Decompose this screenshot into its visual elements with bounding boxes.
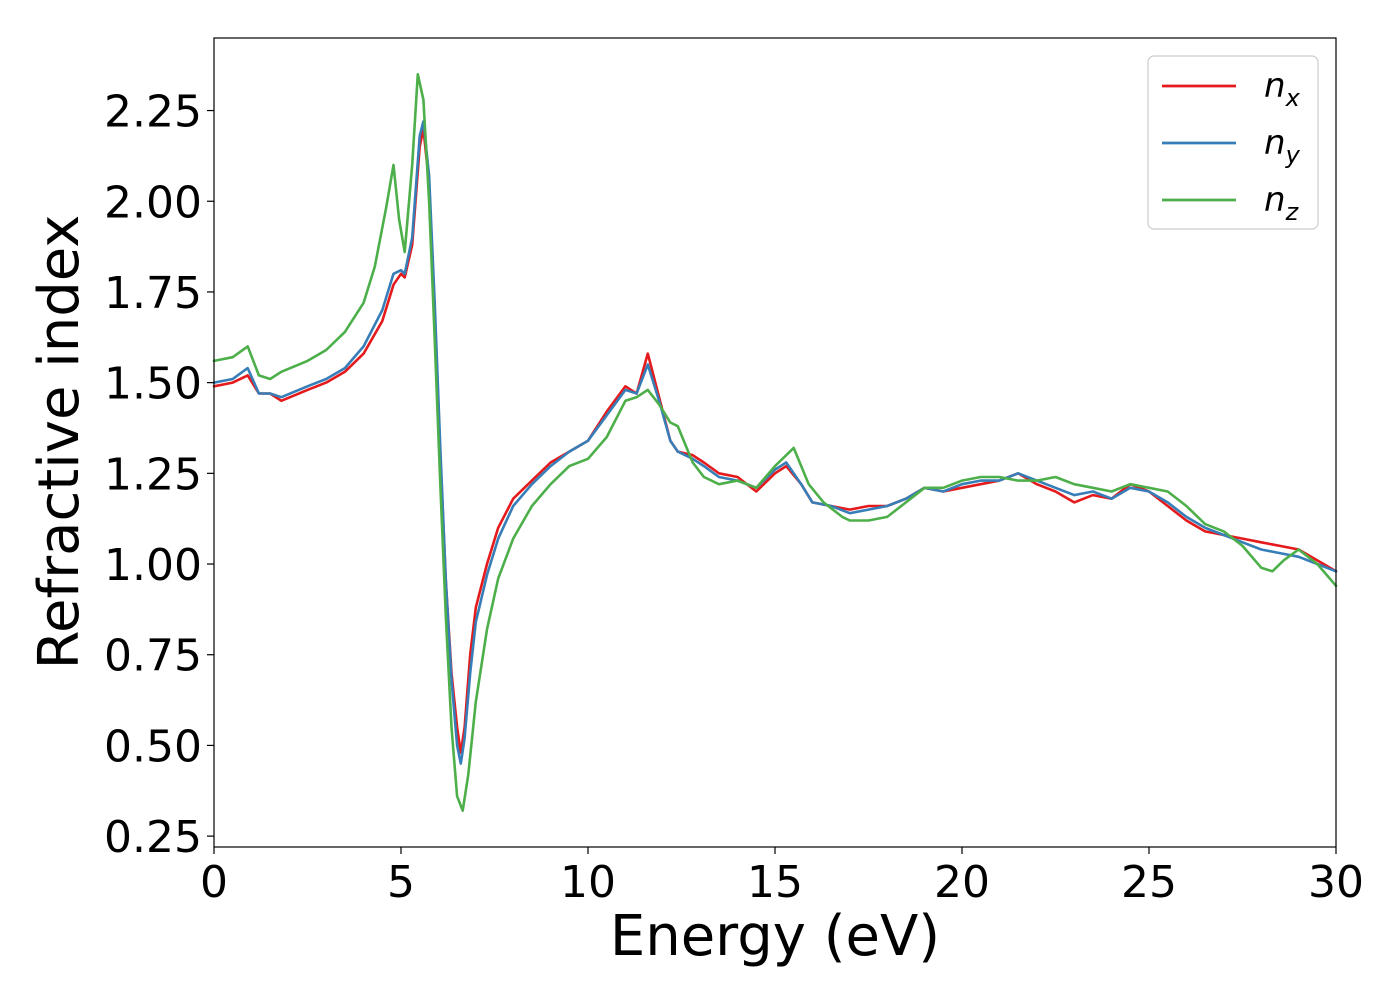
x-tick-label: 10 [560,857,616,908]
legend-label-base: n [1264,180,1286,220]
y-tick-label: 1.25 [104,449,202,500]
y-tick-label: 0.25 [104,812,202,863]
legend-label-y: ny [1264,123,1301,169]
y-tick-label: 2.00 [104,177,202,228]
legend-label-base: n [1264,123,1286,163]
y-tick-label: 0.50 [104,721,202,772]
x-tick-label: 25 [1121,857,1177,908]
legend-label-base: n [1264,66,1286,106]
y-tick-label: 1.00 [104,540,202,591]
y-tick-label: 1.50 [104,359,202,410]
x-axis-ticks: 0 5 10 15 20 25 30 [200,847,1364,908]
y-tick-label: 0.75 [104,631,202,682]
legend-label-x: nx [1264,66,1301,112]
x-tick-label: 20 [934,857,990,908]
y-tick-label: 2.25 [104,87,202,138]
series-layer [212,73,1338,812]
legend-label-subscript: y [1285,141,1301,169]
x-tick-label: 30 [1308,857,1364,908]
y-axis-title: Refractive index [27,215,92,670]
legend-label-subscript: z [1285,198,1300,226]
x-tick-label: 5 [387,857,415,908]
legend-label-subscript: x [1285,84,1301,112]
legend-label-z: nz [1264,180,1300,226]
x-tick-label: 15 [747,857,803,908]
series-line-y [212,120,1338,765]
x-tick-label: 0 [200,857,228,908]
y-axis-ticks: 0.25 0.50 0.75 1.00 1.25 1.50 1.75 2.00 2.25 [104,87,214,863]
series-line-z [212,73,1338,812]
y-tick-label: 1.75 [104,268,202,319]
x-axis-title: Energy (eV) [610,904,940,969]
